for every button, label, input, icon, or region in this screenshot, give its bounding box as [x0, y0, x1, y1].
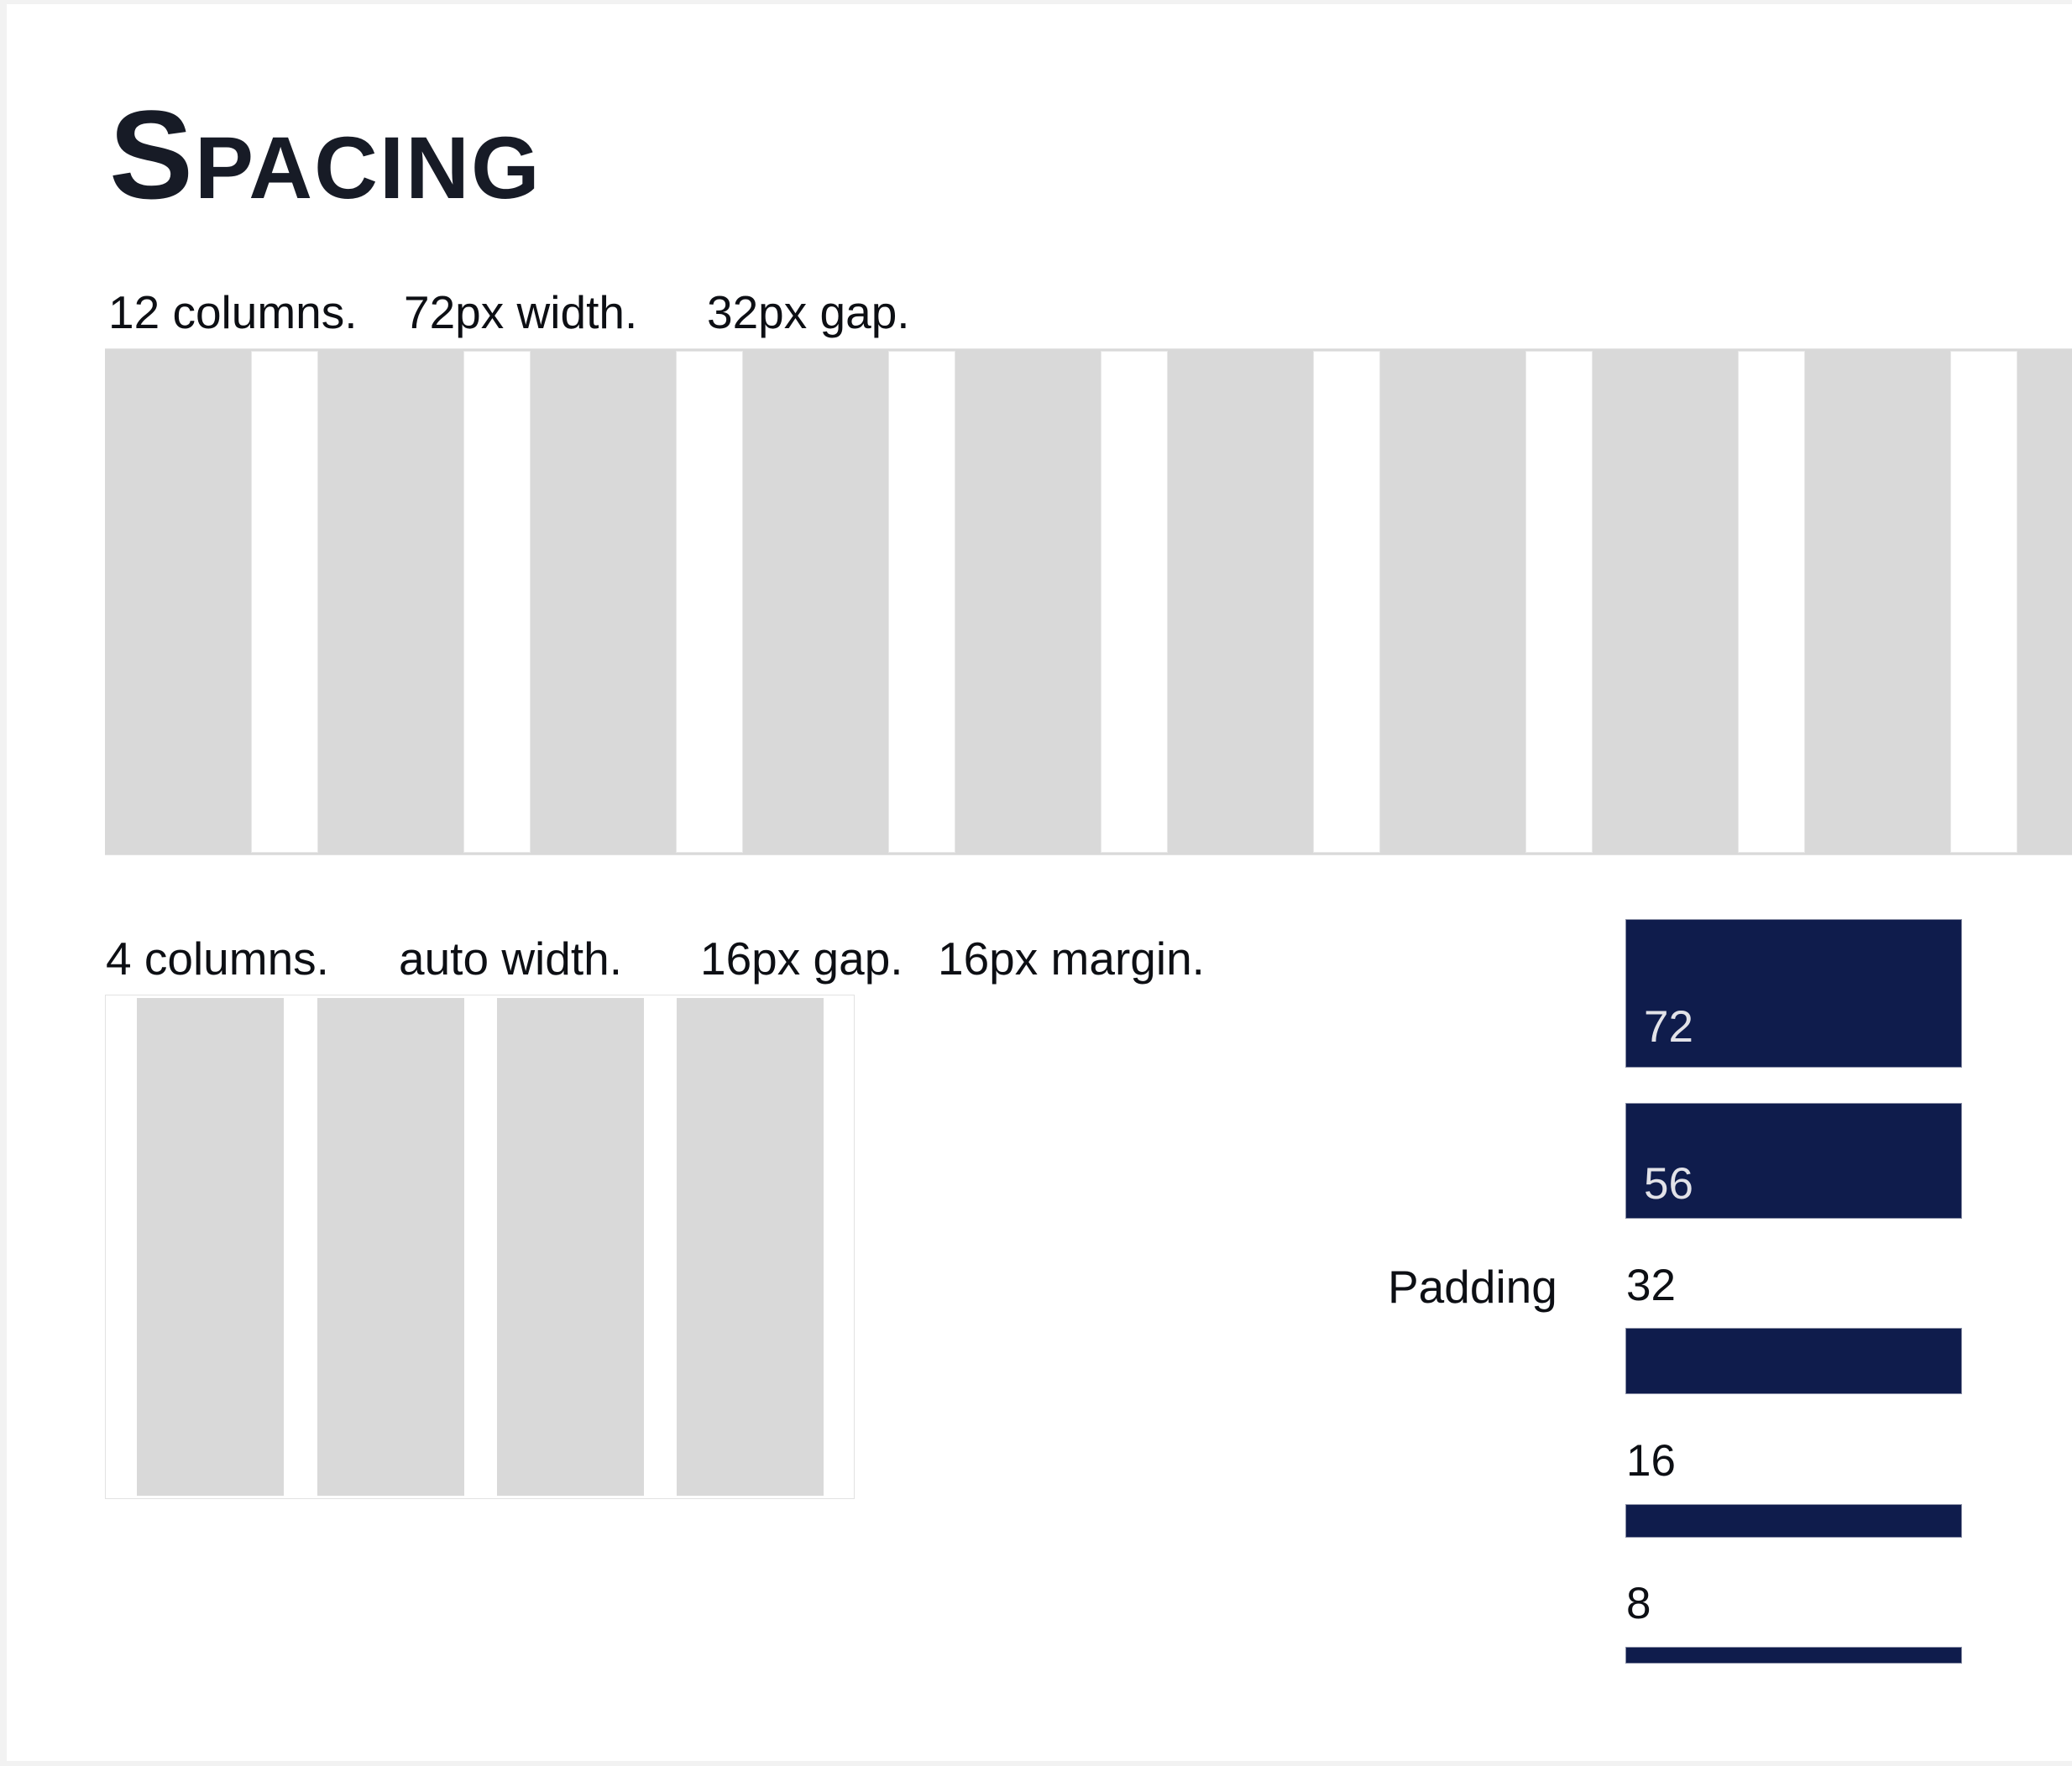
grid-4-column	[677, 998, 824, 1496]
padding-bar-16	[1626, 1505, 1961, 1537]
grid-4-column	[137, 998, 284, 1496]
padding-value-72: 72	[1644, 1002, 1693, 1052]
padding-bar-72: 72	[1626, 920, 1961, 1067]
padding-value-16: 16	[1626, 1436, 1676, 1486]
spacing-page: Spacing 12 columns. 72px width. 32px gap…	[7, 4, 2072, 1761]
page-title: Spacing	[109, 84, 542, 225]
grid-12-gutter	[1739, 352, 1804, 852]
padding-bar-32	[1626, 1329, 1961, 1393]
grid-12-gutter	[1526, 352, 1592, 852]
grid-4-width-text: auto width.	[399, 933, 623, 985]
padding-value-56: 56	[1644, 1159, 1693, 1209]
grid-12-gutter	[889, 352, 955, 852]
grid-4-column	[497, 998, 644, 1496]
padding-bar-8	[1626, 1648, 1961, 1663]
grid-4-columns-text: 4 columns.	[106, 933, 329, 985]
grid-4-columns	[105, 995, 855, 1499]
grid-4-gap-text: 16px gap.	[700, 933, 903, 985]
grid-4-margin-text: 16px margin.	[938, 933, 1205, 985]
grid-12-columns	[105, 348, 2072, 855]
grid-12-width-text: 72px width.	[404, 286, 638, 338]
padding-value-32: 32	[1626, 1261, 1676, 1310]
grid-12-columns-text: 12 columns.	[108, 286, 358, 338]
padding-value-8: 8	[1626, 1579, 1651, 1628]
grid-4-column	[317, 998, 464, 1496]
grid-12-gap-text: 32px gap.	[707, 286, 910, 338]
grid-12-gutter	[677, 352, 742, 852]
grid-12-gutter	[464, 352, 530, 852]
padding-label: Padding	[1388, 1261, 1557, 1313]
grid-12-gutter	[1314, 352, 1379, 852]
grid-12-gutter	[1101, 352, 1167, 852]
grid-12-gutter	[1951, 352, 2017, 852]
padding-bar-56: 56	[1626, 1104, 1961, 1218]
grid-12-gutter	[252, 352, 317, 852]
